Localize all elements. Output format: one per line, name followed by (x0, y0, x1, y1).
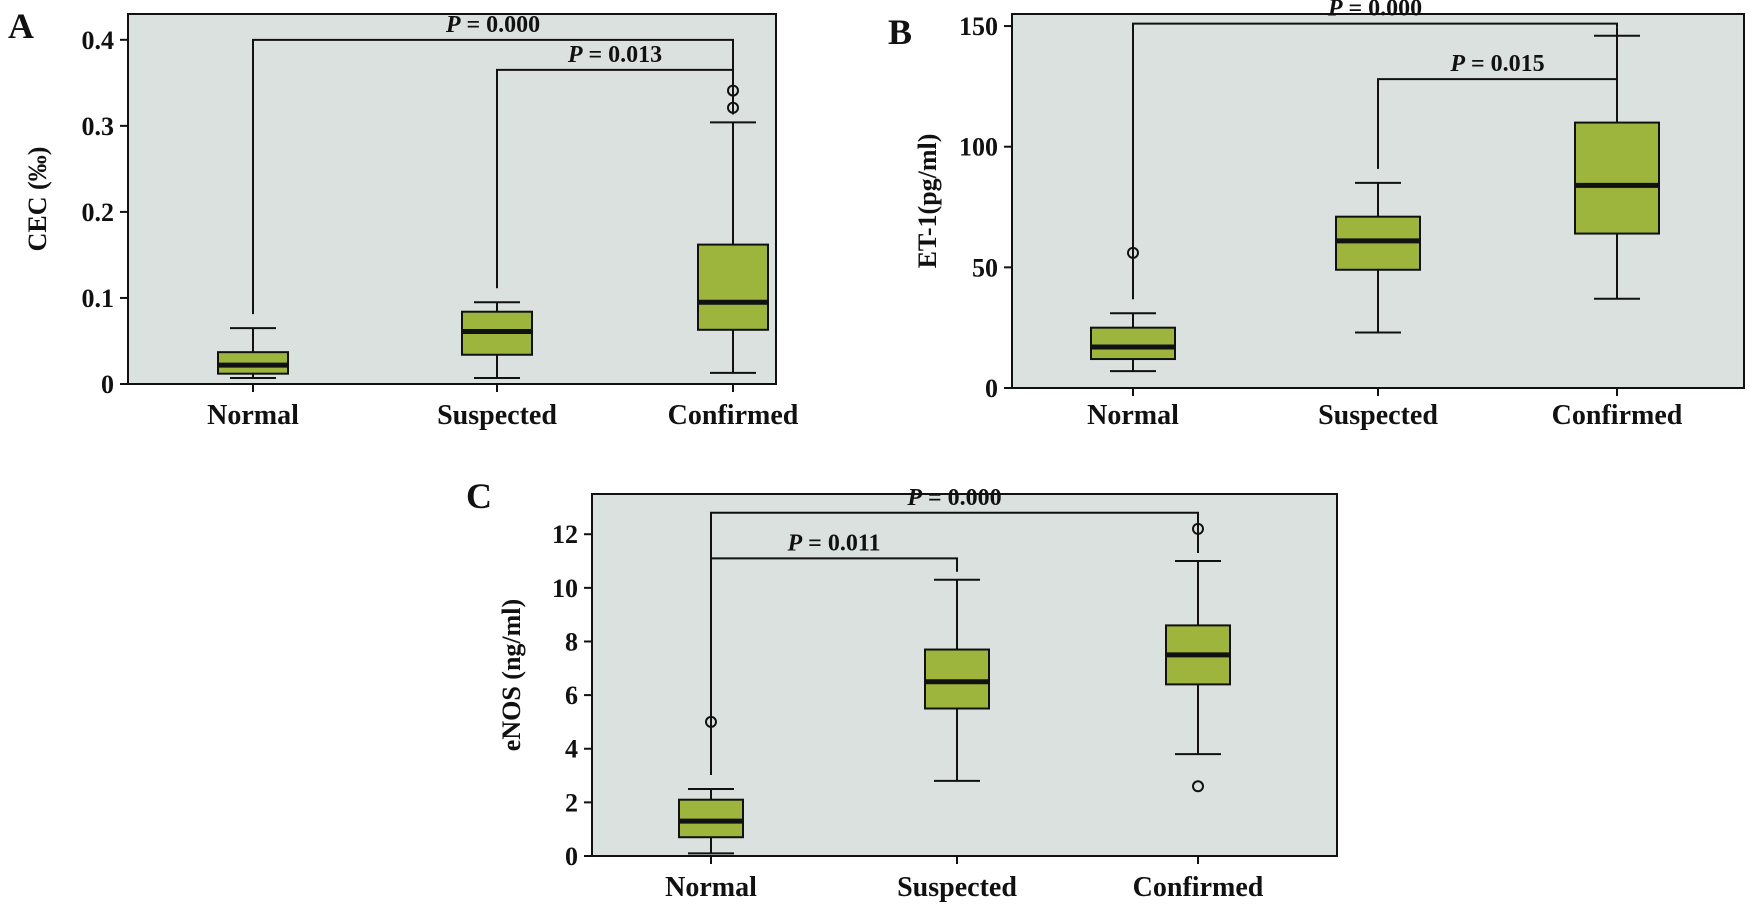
box-suspected (924, 578, 990, 782)
category-label: Suspected (897, 872, 1017, 903)
significance-bracket: P = 0.015 (1377, 27, 1618, 169)
significance-bracket: P = 0.013 (496, 42, 734, 289)
category-label: Normal (1087, 400, 1179, 431)
iqr-box (678, 798, 744, 839)
y-tick-label: 0 (565, 842, 578, 871)
bracket-line (1132, 22, 1618, 300)
y-tick-label: 100 (959, 133, 998, 162)
category-label: Suspected (1318, 400, 1438, 431)
y-tick-label: 50 (972, 253, 998, 282)
p-value-label: P = 0.000 (445, 12, 540, 38)
panel-a: A 0 0.1 0.2 0.3 0.4 CEC (‰) Normal Suspected Conf… (8, 6, 799, 431)
plot-area (127, 13, 777, 385)
panel-letter: A (8, 6, 34, 46)
category-label: Normal (207, 400, 299, 431)
y-tick-label: 10 (552, 574, 578, 603)
iqr-box (1574, 121, 1660, 235)
panel-c: C 0 2 4 6 8 10 12 eNOS (ng/ml) Normal Suspected Con… (466, 476, 1338, 903)
significance-bracket: P = 0.011 (710, 530, 958, 775)
y-tick-label: 0.4 (82, 26, 115, 55)
y-axis-title: CEC (‰) (23, 147, 52, 252)
category-label: Confirmed (1133, 872, 1264, 903)
p-value-label: P = 0.000 (906, 485, 1001, 511)
category-label: Normal (665, 872, 757, 903)
p-value-label: P = 0.013 (567, 42, 662, 68)
iqr-box (697, 243, 769, 331)
p-value-label: P = 0.011 (786, 530, 880, 556)
category-label: Suspected (437, 400, 557, 431)
bracket-line (710, 557, 958, 775)
p-value-label: P = 0.000 (1327, 0, 1422, 22)
category-label: Confirmed (668, 400, 799, 431)
box-confirmed (697, 84, 769, 374)
box-suspected (1335, 181, 1421, 334)
panel-letter: B (888, 12, 912, 52)
y-tick-label: 4 (565, 735, 578, 764)
box-confirmed (1574, 34, 1660, 300)
y-tick-label: 8 (565, 627, 578, 656)
category-label: Confirmed (1552, 400, 1683, 431)
significance-bracket: P = 0.000 (252, 12, 734, 315)
bracket-line (496, 68, 734, 289)
y-tick-label: 0.3 (82, 112, 115, 141)
y-tick-label: 12 (552, 520, 578, 549)
box-suspected (461, 301, 533, 379)
p-value-label: P = 0.015 (1449, 51, 1544, 77)
panel-letter: C (466, 476, 492, 516)
y-axis-title: ET-1(pg/ml) (913, 134, 942, 269)
significance-bracket: P = 0.000 (1132, 0, 1618, 300)
y-tick-label: 0.1 (82, 284, 115, 313)
panel-b: B 0 50 100 150 ET-1(pg/ml) Normal Suspected Conf… (888, 0, 1745, 431)
outlier-point (1192, 780, 1204, 793)
box-normal (217, 327, 289, 379)
y-tick-label: 0 (985, 374, 998, 403)
y-tick-label: 0.2 (82, 198, 115, 227)
iqr-box (924, 648, 990, 710)
y-tick-label: 2 (565, 788, 578, 817)
bracket-line (1377, 27, 1618, 169)
iqr-box (1090, 326, 1176, 361)
box-normal (678, 715, 744, 855)
y-axis-title: eNOS (ng/ml) (497, 599, 526, 751)
y-tick-label: 150 (959, 12, 998, 41)
y-tick-label: 0 (101, 370, 114, 399)
y-tick-label: 6 (565, 681, 578, 710)
